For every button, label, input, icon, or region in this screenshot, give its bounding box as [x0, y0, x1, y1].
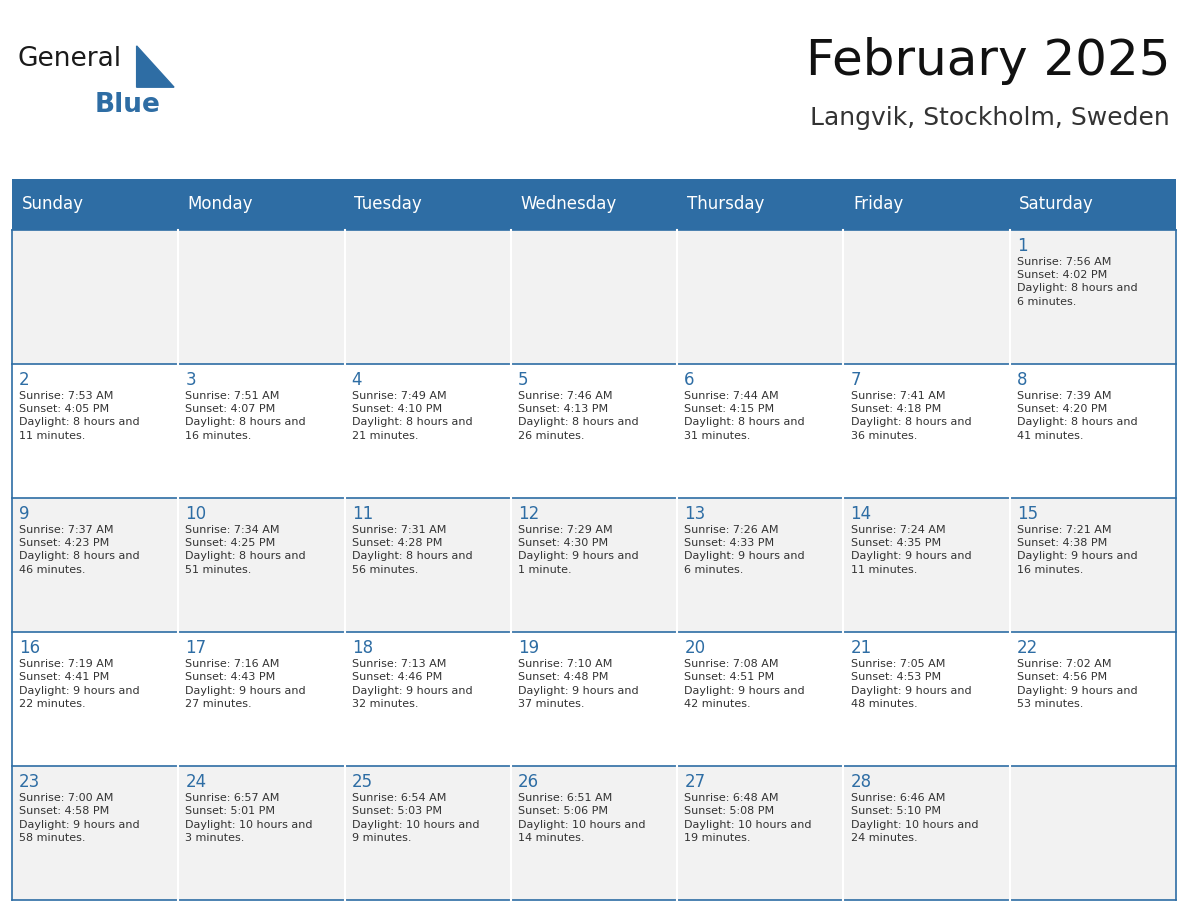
Text: 2: 2	[19, 371, 30, 389]
Text: Sunrise: 7:19 AM
Sunset: 4:41 PM
Daylight: 9 hours and
22 minutes.: Sunrise: 7:19 AM Sunset: 4:41 PM Dayligh…	[19, 659, 140, 709]
Text: 6: 6	[684, 371, 695, 389]
Text: Sunrise: 7:31 AM
Sunset: 4:28 PM
Daylight: 8 hours and
56 minutes.: Sunrise: 7:31 AM Sunset: 4:28 PM Dayligh…	[352, 525, 473, 575]
Text: Sunrise: 7:53 AM
Sunset: 4:05 PM
Daylight: 8 hours and
11 minutes.: Sunrise: 7:53 AM Sunset: 4:05 PM Dayligh…	[19, 391, 140, 441]
Text: Sunrise: 7:02 AM
Sunset: 4:56 PM
Daylight: 9 hours and
53 minutes.: Sunrise: 7:02 AM Sunset: 4:56 PM Dayligh…	[1017, 659, 1138, 709]
Text: 7: 7	[851, 371, 861, 389]
Text: 28: 28	[851, 773, 872, 791]
FancyBboxPatch shape	[12, 364, 1176, 498]
Text: 22: 22	[1017, 639, 1038, 657]
FancyBboxPatch shape	[12, 498, 1176, 632]
Text: 17: 17	[185, 639, 207, 657]
Text: Sunrise: 7:13 AM
Sunset: 4:46 PM
Daylight: 9 hours and
32 minutes.: Sunrise: 7:13 AM Sunset: 4:46 PM Dayligh…	[352, 659, 473, 709]
Text: Sunrise: 7:56 AM
Sunset: 4:02 PM
Daylight: 8 hours and
6 minutes.: Sunrise: 7:56 AM Sunset: 4:02 PM Dayligh…	[1017, 257, 1138, 307]
FancyBboxPatch shape	[12, 766, 1176, 900]
Text: Sunrise: 7:08 AM
Sunset: 4:51 PM
Daylight: 9 hours and
42 minutes.: Sunrise: 7:08 AM Sunset: 4:51 PM Dayligh…	[684, 659, 805, 709]
FancyBboxPatch shape	[12, 179, 1176, 230]
FancyBboxPatch shape	[12, 230, 1176, 364]
Text: 19: 19	[518, 639, 539, 657]
Text: 26: 26	[518, 773, 539, 791]
Text: 16: 16	[19, 639, 40, 657]
Text: 3: 3	[185, 371, 196, 389]
Text: Blue: Blue	[95, 92, 160, 118]
Text: Sunrise: 6:46 AM
Sunset: 5:10 PM
Daylight: 10 hours and
24 minutes.: Sunrise: 6:46 AM Sunset: 5:10 PM Dayligh…	[851, 793, 978, 843]
Text: Sunrise: 7:16 AM
Sunset: 4:43 PM
Daylight: 9 hours and
27 minutes.: Sunrise: 7:16 AM Sunset: 4:43 PM Dayligh…	[185, 659, 307, 709]
Text: Friday: Friday	[853, 196, 903, 213]
Text: Sunday: Sunday	[21, 196, 83, 213]
Text: 25: 25	[352, 773, 373, 791]
Text: 11: 11	[352, 505, 373, 523]
Text: 5: 5	[518, 371, 529, 389]
Text: Langvik, Stockholm, Sweden: Langvik, Stockholm, Sweden	[810, 106, 1170, 129]
Text: Sunrise: 7:05 AM
Sunset: 4:53 PM
Daylight: 9 hours and
48 minutes.: Sunrise: 7:05 AM Sunset: 4:53 PM Dayligh…	[851, 659, 972, 709]
Text: 4: 4	[352, 371, 362, 389]
Text: 18: 18	[352, 639, 373, 657]
Text: Sunrise: 7:46 AM
Sunset: 4:13 PM
Daylight: 8 hours and
26 minutes.: Sunrise: 7:46 AM Sunset: 4:13 PM Dayligh…	[518, 391, 639, 441]
Text: Sunrise: 6:54 AM
Sunset: 5:03 PM
Daylight: 10 hours and
9 minutes.: Sunrise: 6:54 AM Sunset: 5:03 PM Dayligh…	[352, 793, 479, 843]
Text: 8: 8	[1017, 371, 1028, 389]
Text: Sunrise: 7:29 AM
Sunset: 4:30 PM
Daylight: 9 hours and
1 minute.: Sunrise: 7:29 AM Sunset: 4:30 PM Dayligh…	[518, 525, 639, 575]
Text: 21: 21	[851, 639, 872, 657]
Text: Sunrise: 7:41 AM
Sunset: 4:18 PM
Daylight: 8 hours and
36 minutes.: Sunrise: 7:41 AM Sunset: 4:18 PM Dayligh…	[851, 391, 972, 441]
Text: 20: 20	[684, 639, 706, 657]
Text: 1: 1	[1017, 237, 1028, 255]
Text: Sunrise: 7:24 AM
Sunset: 4:35 PM
Daylight: 9 hours and
11 minutes.: Sunrise: 7:24 AM Sunset: 4:35 PM Dayligh…	[851, 525, 972, 575]
Text: 15: 15	[1017, 505, 1038, 523]
Text: Sunrise: 7:21 AM
Sunset: 4:38 PM
Daylight: 9 hours and
16 minutes.: Sunrise: 7:21 AM Sunset: 4:38 PM Dayligh…	[1017, 525, 1138, 575]
Text: Sunrise: 7:37 AM
Sunset: 4:23 PM
Daylight: 8 hours and
46 minutes.: Sunrise: 7:37 AM Sunset: 4:23 PM Dayligh…	[19, 525, 140, 575]
Text: Thursday: Thursday	[687, 196, 764, 213]
Text: Sunrise: 7:34 AM
Sunset: 4:25 PM
Daylight: 8 hours and
51 minutes.: Sunrise: 7:34 AM Sunset: 4:25 PM Dayligh…	[185, 525, 307, 575]
Text: 14: 14	[851, 505, 872, 523]
Text: Sunrise: 7:39 AM
Sunset: 4:20 PM
Daylight: 8 hours and
41 minutes.: Sunrise: 7:39 AM Sunset: 4:20 PM Dayligh…	[1017, 391, 1138, 441]
Text: 24: 24	[185, 773, 207, 791]
Text: Saturday: Saturday	[1019, 196, 1094, 213]
Text: Sunrise: 7:26 AM
Sunset: 4:33 PM
Daylight: 9 hours and
6 minutes.: Sunrise: 7:26 AM Sunset: 4:33 PM Dayligh…	[684, 525, 805, 575]
Text: 12: 12	[518, 505, 539, 523]
Text: Sunrise: 7:44 AM
Sunset: 4:15 PM
Daylight: 8 hours and
31 minutes.: Sunrise: 7:44 AM Sunset: 4:15 PM Dayligh…	[684, 391, 805, 441]
Text: 13: 13	[684, 505, 706, 523]
Text: 9: 9	[19, 505, 30, 523]
Text: 23: 23	[19, 773, 40, 791]
Text: 27: 27	[684, 773, 706, 791]
Text: Sunrise: 6:57 AM
Sunset: 5:01 PM
Daylight: 10 hours and
3 minutes.: Sunrise: 6:57 AM Sunset: 5:01 PM Dayligh…	[185, 793, 312, 843]
Text: Sunrise: 7:51 AM
Sunset: 4:07 PM
Daylight: 8 hours and
16 minutes.: Sunrise: 7:51 AM Sunset: 4:07 PM Dayligh…	[185, 391, 307, 441]
Text: General: General	[18, 46, 122, 72]
Text: Sunrise: 6:51 AM
Sunset: 5:06 PM
Daylight: 10 hours and
14 minutes.: Sunrise: 6:51 AM Sunset: 5:06 PM Dayligh…	[518, 793, 645, 843]
FancyBboxPatch shape	[12, 632, 1176, 766]
Text: Tuesday: Tuesday	[354, 196, 422, 213]
Text: Sunrise: 7:00 AM
Sunset: 4:58 PM
Daylight: 9 hours and
58 minutes.: Sunrise: 7:00 AM Sunset: 4:58 PM Dayligh…	[19, 793, 140, 843]
Text: Sunrise: 6:48 AM
Sunset: 5:08 PM
Daylight: 10 hours and
19 minutes.: Sunrise: 6:48 AM Sunset: 5:08 PM Dayligh…	[684, 793, 811, 843]
Text: Sunrise: 7:49 AM
Sunset: 4:10 PM
Daylight: 8 hours and
21 minutes.: Sunrise: 7:49 AM Sunset: 4:10 PM Dayligh…	[352, 391, 473, 441]
Text: Monday: Monday	[188, 196, 253, 213]
Text: 10: 10	[185, 505, 207, 523]
Text: Wednesday: Wednesday	[520, 196, 617, 213]
Text: Sunrise: 7:10 AM
Sunset: 4:48 PM
Daylight: 9 hours and
37 minutes.: Sunrise: 7:10 AM Sunset: 4:48 PM Dayligh…	[518, 659, 639, 709]
Polygon shape	[137, 46, 173, 87]
Text: February 2025: February 2025	[805, 37, 1170, 84]
